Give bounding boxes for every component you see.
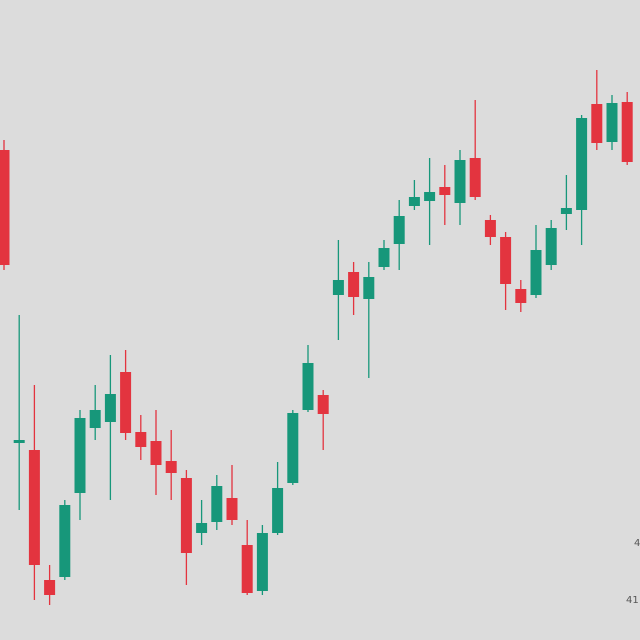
candle-body <box>272 488 284 533</box>
candle-body <box>560 208 572 214</box>
candle-body <box>439 187 451 195</box>
candle-body <box>59 505 71 577</box>
candle-body <box>44 580 56 595</box>
axis-label-fragment: 41 <box>626 595 639 606</box>
candle-body <box>530 250 542 295</box>
candle-body <box>165 461 177 473</box>
candle-body <box>515 289 527 303</box>
candle-body <box>0 150 10 265</box>
candle-body <box>256 533 268 591</box>
candle-body <box>424 192 436 201</box>
candle-body <box>393 216 405 244</box>
candle-body <box>74 418 86 493</box>
candle-body <box>89 410 101 428</box>
candle-body <box>180 478 192 553</box>
candle-body <box>28 450 40 565</box>
candle-body <box>606 103 618 142</box>
candle-body <box>591 104 603 143</box>
candle-body <box>363 277 375 299</box>
candle-body <box>378 248 390 267</box>
candle-body <box>317 395 329 414</box>
candle-body <box>104 394 116 422</box>
candle-body <box>120 372 132 433</box>
candle-body <box>484 220 496 237</box>
candle-body <box>211 486 223 522</box>
candle-body <box>469 158 481 197</box>
candle-body <box>348 272 360 297</box>
candle-body <box>454 160 466 203</box>
candle-body <box>576 118 588 210</box>
candle-body <box>196 523 208 533</box>
candle-body <box>302 363 314 410</box>
candle-body <box>545 228 557 265</box>
candle-body <box>287 413 299 483</box>
candle-body <box>332 280 344 295</box>
candle-body <box>226 498 238 520</box>
candle-body <box>408 197 420 206</box>
candle-body <box>500 237 512 284</box>
candle-body <box>13 440 25 443</box>
candle-body <box>150 441 162 465</box>
axis-label-fragment: 4 <box>634 538 640 549</box>
candle-body <box>135 432 147 447</box>
candle-body <box>241 545 253 593</box>
candle-body <box>621 102 633 162</box>
